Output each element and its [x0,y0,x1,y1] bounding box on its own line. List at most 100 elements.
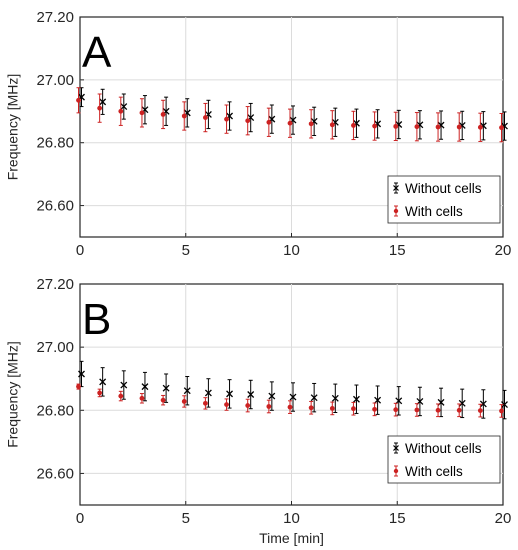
axis-ticks: 0 5 10 15 20 26.60 26.80 27.00 27.20 [36,276,511,527]
data-point [78,370,85,378]
data-point [479,400,487,408]
data-point [414,407,420,413]
data-point [393,123,399,129]
panel-a: 0 5 10 15 20 26.60 26.80 27.00 27.20 Frequency [… [5,9,512,259]
legend-symbol-with-cells [393,465,399,477]
y-axis-label: Frequency [MHz] [5,341,21,448]
data-point [458,399,466,407]
data-point [287,120,293,126]
data-point [499,125,504,131]
legend-label-with-cells: With cells [405,464,463,479]
x-axis-label: Time [min] [259,530,324,546]
data-point [141,383,149,391]
data-point [435,407,441,413]
data-point [501,401,508,409]
data-point [160,397,166,403]
legend-label-without-cells: Without cells [405,181,482,196]
legend-label-without-cells: Without cells [405,441,482,456]
legend: Without cells With cells [387,175,501,224]
x-tick-label: 20 [495,510,512,527]
legend-symbol-without-cells [393,182,399,194]
data-point [120,381,128,389]
data-point [118,393,124,399]
data-point [456,407,462,413]
panel-label: B [82,295,111,344]
data-point [372,406,377,412]
legend-symbol-without-cells [393,442,399,454]
data-point [308,405,314,411]
data-point [139,110,145,116]
y-tick-label: 26.60 [36,465,74,482]
x-tick-label: 10 [283,242,300,259]
data-point [203,400,208,406]
data-point [245,403,251,408]
data-point [245,118,251,124]
data-marks [76,87,508,143]
data-point [181,113,187,119]
data-point [139,395,145,401]
legend-box [387,435,501,484]
data-point [224,402,229,408]
y-tick-label: 27.00 [36,72,74,89]
data-point [99,98,107,106]
data-point [118,108,124,114]
data-point [329,405,335,411]
data-point [266,119,272,125]
data-point [120,103,128,111]
x-tick-label: 5 [182,510,190,527]
data-point [435,124,441,130]
data-marks [76,360,508,420]
panel-b: 0 5 10 15 20 26.60 26.80 27.00 27.20 Frequency [… [5,276,512,546]
data-point [287,404,293,410]
data-point [183,387,191,395]
data-point [329,122,335,128]
x-tick-label: 0 [76,242,84,259]
data-point [499,408,504,414]
data-point [308,121,314,127]
data-point [181,399,187,404]
data-point [162,384,170,392]
data-point [477,124,483,130]
data-point [204,389,212,397]
data-point [76,97,81,103]
y-tick-label: 26.80 [36,402,74,419]
y-tick-label: 27.00 [36,339,74,356]
y-tick-label: 27.20 [36,276,74,293]
x-tick-label: 15 [389,510,406,527]
x-tick-label: 15 [389,242,406,259]
data-point [224,116,229,122]
y-axis-label: Frequency [MHz] [5,74,21,181]
data-point [414,124,420,130]
data-point [203,115,208,120]
y-tick-label: 26.60 [36,198,74,215]
axis-ticks: 0 5 10 15 20 26.60 26.80 27.00 27.20 [36,9,511,259]
x-tick-label: 20 [495,242,512,259]
data-point [289,393,297,401]
data-point [393,407,399,413]
data-point [351,123,356,128]
legend-box [387,175,501,224]
data-point [247,391,255,398]
y-tick-label: 26.80 [36,135,74,152]
data-point [97,105,103,111]
legend-symbol-with-cells [393,205,399,217]
data-point [160,112,166,117]
data-point [456,124,462,130]
data-point [372,123,377,129]
data-point [477,408,483,414]
legend: Without cells With cells [387,435,501,484]
data-point [97,390,103,396]
x-tick-label: 5 [182,242,190,259]
panel-label: A [82,28,112,77]
data-point [266,404,272,409]
data-point [352,395,360,403]
legend-label-with-cells: With cells [405,204,463,219]
data-point [395,397,403,405]
data-point [351,406,356,412]
data-point [268,392,276,400]
data-point [99,378,107,386]
data-point [310,394,318,402]
x-tick-label: 10 [283,510,300,527]
y-tick-label: 27.20 [36,9,74,26]
